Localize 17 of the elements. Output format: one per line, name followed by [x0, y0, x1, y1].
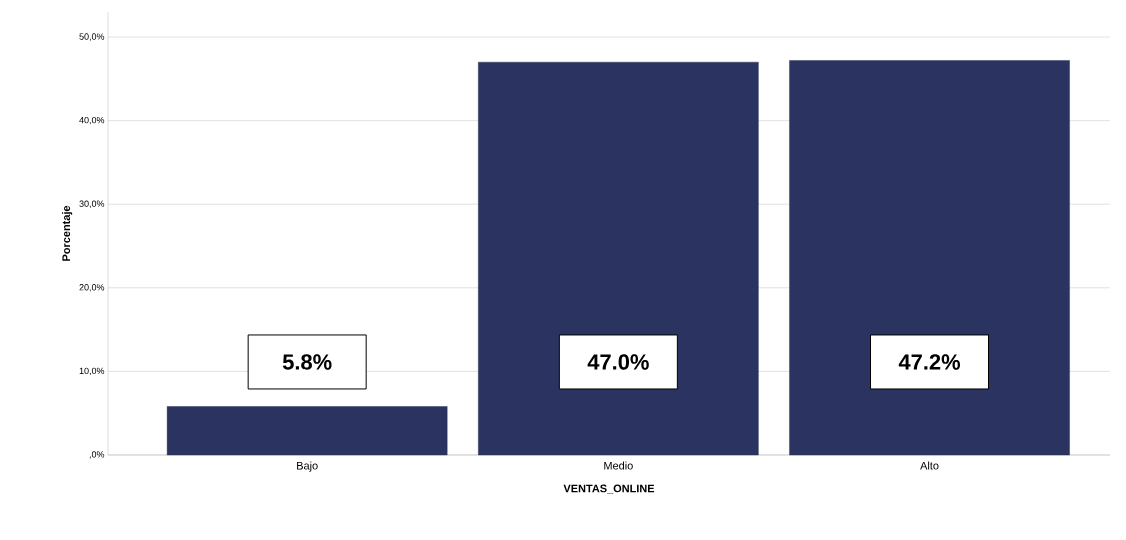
y-tick-label: 40,0% — [79, 116, 105, 125]
bar — [478, 61, 759, 456]
y-tick-label: 20,0% — [79, 284, 105, 292]
bar — [166, 406, 448, 456]
x-tick-label: Alto — [920, 461, 939, 470]
y-axis-title: Porcentaje — [62, 205, 73, 261]
x-tick-label: Bajo — [297, 461, 318, 472]
y-tick-label: 10,0% — [79, 367, 105, 376]
bar — [789, 60, 1070, 456]
data-label: 5.8% — [282, 354, 332, 370]
x-axis-title: VENTAS_ONLINE — [563, 484, 655, 494]
y-tick-label: 50,0% — [79, 33, 105, 41]
data-label: 47.0% — [587, 354, 649, 370]
y-tick-label: 30,0% — [79, 200, 105, 208]
y-tick-label: ,0% — [89, 451, 105, 459]
x-tick-label: Medio — [604, 461, 633, 470]
data-label: 47.2% — [898, 354, 961, 370]
